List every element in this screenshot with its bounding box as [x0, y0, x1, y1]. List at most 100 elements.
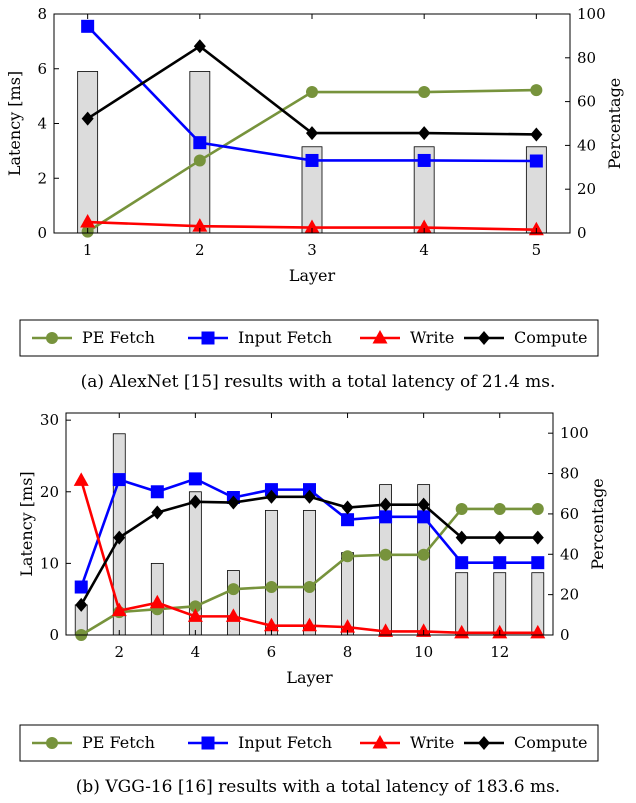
y-axis-right: 0 20 40 60 80 100	[548, 424, 589, 644]
data-point	[417, 497, 430, 512]
legend-item: Compute	[464, 328, 588, 347]
data-point	[455, 502, 468, 515]
data-point	[302, 617, 317, 632]
y-axis-label: Latency [ms]	[5, 71, 24, 176]
x-tick-label: 4	[419, 241, 429, 259]
data-point	[151, 505, 164, 520]
x-tick-label: 12	[490, 643, 509, 661]
legend-marker	[478, 736, 490, 750]
data-point	[493, 530, 506, 545]
data-point	[340, 619, 356, 633]
data-point	[531, 502, 544, 515]
y2-tick-label: 60	[577, 93, 596, 111]
series-input-fetch	[81, 19, 543, 168]
data-point	[189, 600, 202, 613]
y-tick-label: 0	[37, 224, 47, 242]
legend-marker	[46, 737, 58, 749]
data-point	[531, 556, 545, 570]
data-point	[75, 597, 88, 612]
y-tick-label: 30	[40, 411, 59, 429]
data-point	[417, 548, 430, 561]
y-axis-left: 0 2 4 6 8	[37, 5, 59, 242]
data-point	[227, 583, 240, 596]
legend-label: Input Fetch	[238, 328, 332, 347]
data-point	[149, 594, 165, 609]
data-point	[227, 495, 240, 510]
bars	[74, 433, 545, 636]
y2-tick-label: 100	[577, 5, 606, 23]
data-point	[341, 513, 355, 527]
data-point	[304, 219, 320, 234]
data-point	[113, 530, 126, 545]
y2-tick-label: 60	[560, 505, 579, 523]
legend: PE Fetch Input Fetch Write Compute	[19, 319, 599, 357]
x-axis: 1 2 3 4 5	[83, 14, 541, 259]
legend-item: Input Fetch	[188, 733, 332, 752]
data-point	[418, 126, 431, 141]
y2-axis-label: Percentage	[605, 78, 624, 170]
data-point	[379, 548, 392, 561]
series-input-fetch	[74, 472, 545, 594]
data-point	[379, 497, 392, 512]
data-point	[150, 485, 164, 499]
bar	[77, 71, 99, 234]
x-axis: 2 4 6 8 10 12	[114, 413, 509, 661]
data-point	[493, 556, 507, 570]
legend-label: PE Fetch	[82, 733, 155, 752]
legend-item: Write	[360, 733, 454, 752]
legend-item: Input Fetch	[188, 328, 332, 347]
y2-tick-label: 0	[560, 626, 570, 644]
data-point	[417, 510, 431, 524]
x-tick-label: 3	[307, 241, 317, 259]
x-tick-label: 8	[343, 643, 353, 661]
legend-label: Input Fetch	[238, 733, 332, 752]
data-point	[530, 84, 543, 97]
x-tick-label: 1	[83, 241, 93, 259]
data-point	[264, 483, 278, 497]
y-axis-left: 0 10 20 30	[40, 411, 71, 644]
legend-marker	[46, 332, 58, 344]
data-point	[193, 39, 206, 54]
data-point	[379, 510, 393, 524]
data-point	[303, 581, 316, 594]
series-compute	[81, 39, 543, 142]
data-point	[193, 136, 207, 150]
bar	[227, 570, 240, 636]
y-tick-label: 6	[37, 60, 47, 78]
data-point	[493, 502, 506, 515]
x-tick-label: 10	[414, 643, 433, 661]
data-point	[189, 494, 202, 509]
legend-item: PE Fetch	[32, 328, 155, 347]
data-point	[303, 483, 316, 497]
bars	[77, 71, 547, 234]
bar	[189, 71, 211, 234]
y-tick-label: 4	[37, 115, 47, 133]
legend-label: Write	[410, 328, 454, 347]
data-point	[73, 472, 89, 486]
legend-label: Compute	[514, 733, 588, 752]
data-point	[529, 154, 543, 168]
data-point	[192, 218, 208, 232]
data-point	[74, 580, 88, 594]
figure-caption: (b) VGG-16 [16] results with a total lat…	[76, 777, 560, 797]
figure-caption: (a) AlexNet [15] results with a total la…	[81, 372, 556, 392]
data-point	[187, 608, 203, 622]
x-tick-label: 2	[195, 241, 205, 259]
data-point	[265, 581, 278, 594]
data-point	[81, 19, 95, 33]
bar	[265, 509, 278, 636]
data-point	[80, 214, 96, 228]
data-point	[378, 623, 394, 637]
legend-marker	[478, 331, 490, 345]
data-point	[531, 530, 544, 545]
legend-label: Write	[410, 733, 454, 752]
bar	[303, 509, 316, 636]
legend-marker	[372, 330, 388, 344]
y2-axis-label: Percentage	[588, 478, 607, 570]
y-tick-label: 0	[49, 626, 59, 644]
x-axis-label: Layer	[289, 266, 336, 285]
data-point	[306, 86, 318, 99]
series-pe-fetch	[81, 84, 543, 238]
